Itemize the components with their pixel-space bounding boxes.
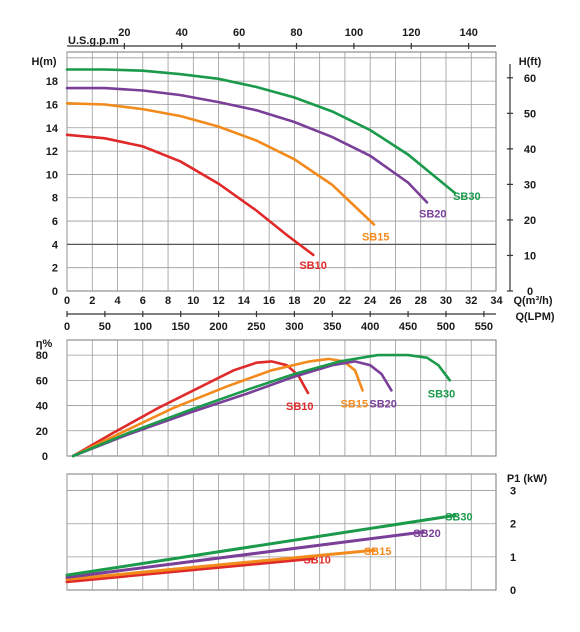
y-tick-label-power: 0 — [510, 585, 516, 597]
y-tick-label-head-m: 14 — [46, 123, 59, 135]
x-tick-label-m3h: 12 — [212, 295, 224, 307]
x-axis-label-lpm: Q(LPM) — [515, 311, 554, 323]
top-tick-label: 60 — [233, 27, 245, 39]
y-tick-label-efficiency: 0 — [42, 451, 48, 463]
x-tick-label-lpm: 400 — [361, 321, 379, 333]
y-tick-label-head-m: 2 — [52, 263, 58, 275]
top-tick-label: 120 — [402, 27, 420, 39]
y-tick-label-head-m: 16 — [46, 99, 58, 111]
y-axis-label-efficiency: η% — [36, 338, 53, 350]
y-tick-label-head-m: 10 — [46, 169, 58, 181]
head-curve-sb30 — [65, 68, 457, 195]
y-tick-label-power: 2 — [510, 519, 516, 531]
top-tick-label: 20 — [118, 27, 130, 39]
efficiency-curve-sb15 — [71, 357, 364, 458]
series-label-efficiency-sb30: SB30 — [428, 388, 456, 400]
x-axis-label-m3h: Q(m³/h) — [513, 295, 552, 307]
power-curve-sb15 — [65, 548, 376, 581]
x-tick-label-lpm: 550 — [475, 321, 493, 333]
x-tick-label-lpm: 450 — [399, 321, 417, 333]
x-tick-label-m3h: 8 — [165, 295, 171, 307]
top-tick-label: 80 — [290, 27, 302, 39]
y-tick-label-efficiency: 40 — [36, 401, 48, 413]
y-tick-label-head-m: 4 — [52, 239, 59, 251]
x-tick-label-m3h: 4 — [114, 295, 121, 307]
x-tick-label-m3h: 26 — [389, 295, 401, 307]
y-tick-label-power: 1 — [510, 552, 516, 564]
power-curve-sb10 — [65, 557, 315, 584]
x-tick-label-m3h: 6 — [140, 295, 146, 307]
y-tick-label-head-m: 6 — [52, 216, 58, 228]
x-tick-label-lpm: 300 — [285, 321, 303, 333]
y-tick-label-efficiency: 60 — [36, 375, 48, 387]
head-panel-frame — [66, 51, 497, 292]
x-tick-label-lpm: 150 — [172, 321, 190, 333]
top-tick-label: 40 — [176, 27, 188, 39]
x-tick-label-m3h: 20 — [314, 295, 326, 307]
x-tick-label-lpm: 100 — [134, 321, 152, 333]
series-label-efficiency-sb15: SB15 — [341, 398, 369, 410]
series-label-head-sb10: SB10 — [299, 260, 327, 272]
x-tick-label-m3h: 24 — [364, 295, 377, 307]
efficiency-curve-sb20 — [71, 360, 393, 458]
x-tick-label-m3h: 10 — [187, 295, 199, 307]
top-tick-label: 140 — [459, 27, 477, 39]
y-tick-label-head-ft: 0 — [527, 286, 533, 298]
y-tick-label-head-ft: 20 — [524, 215, 536, 227]
x-tick-label-m3h: 28 — [415, 295, 427, 307]
head-curve-sb10 — [65, 133, 315, 257]
series-label-head-sb15: SB15 — [362, 232, 390, 244]
y-tick-label-head-m: 12 — [46, 146, 58, 158]
y-tick-label-head-m: 8 — [52, 193, 58, 205]
x-tick-label-m3h: 16 — [263, 295, 275, 307]
top-axis-label: U.S.g.p.m — [68, 35, 119, 47]
y-axis-label-head-ft: H(ft) — [519, 56, 542, 68]
series-label-efficiency-sb20: SB20 — [369, 398, 397, 410]
x-tick-label-lpm: 0 — [64, 321, 70, 333]
power-curve-sb30 — [65, 513, 457, 577]
y-tick-label-head-m: 18 — [46, 76, 58, 88]
power-curve-sb20 — [65, 530, 425, 579]
x-tick-label-lpm: 500 — [437, 321, 455, 333]
series-label-head-sb20: SB20 — [419, 208, 447, 220]
y-axis-label-power: P1 (kW) — [507, 473, 548, 485]
x-tick-label-m3h: 30 — [440, 295, 452, 307]
x-tick-label-m3h: 0 — [64, 295, 70, 307]
series-label-power-sb30: SB30 — [445, 511, 473, 523]
efficiency-curve-sb10 — [71, 360, 310, 458]
top-tick-label: 100 — [345, 27, 363, 39]
x-tick-label-m3h: 18 — [288, 295, 300, 307]
x-tick-label-m3h: 14 — [238, 295, 251, 307]
head-curve-sb20 — [65, 86, 429, 204]
x-tick-label-lpm: 250 — [247, 321, 265, 333]
x-tick-label-m3h: 2 — [89, 295, 95, 307]
x-tick-label-lpm: 350 — [323, 321, 341, 333]
y-tick-label-efficiency: 20 — [36, 426, 48, 438]
y-tick-label-efficiency: 80 — [36, 350, 48, 362]
efficiency-curve-sb30 — [71, 353, 452, 458]
x-tick-label-m3h: 32 — [465, 295, 477, 307]
y-axis-label-head-m: H(m) — [31, 56, 56, 68]
y-tick-label-power: 3 — [510, 486, 516, 498]
y-tick-label-head-ft: 30 — [524, 179, 536, 191]
y-tick-label-head-ft: 40 — [524, 144, 536, 156]
y-tick-label-head-ft: 50 — [524, 108, 536, 120]
series-label-power-sb20: SB20 — [413, 528, 441, 540]
series-label-efficiency-sb10: SB10 — [286, 401, 314, 413]
y-tick-label-head-ft: 10 — [524, 250, 536, 262]
x-tick-label-lpm: 200 — [209, 321, 227, 333]
y-tick-label-head-m: 0 — [52, 286, 58, 298]
series-label-head-sb30: SB30 — [453, 191, 481, 203]
y-tick-label-head-ft: 60 — [524, 73, 536, 85]
head-curve-sb15 — [65, 102, 376, 226]
x-tick-label-m3h: 22 — [339, 295, 351, 307]
x-tick-label-lpm: 50 — [99, 321, 111, 333]
x-tick-label-m3h: 34 — [490, 295, 503, 307]
series-label-power-sb15: SB15 — [364, 546, 392, 558]
